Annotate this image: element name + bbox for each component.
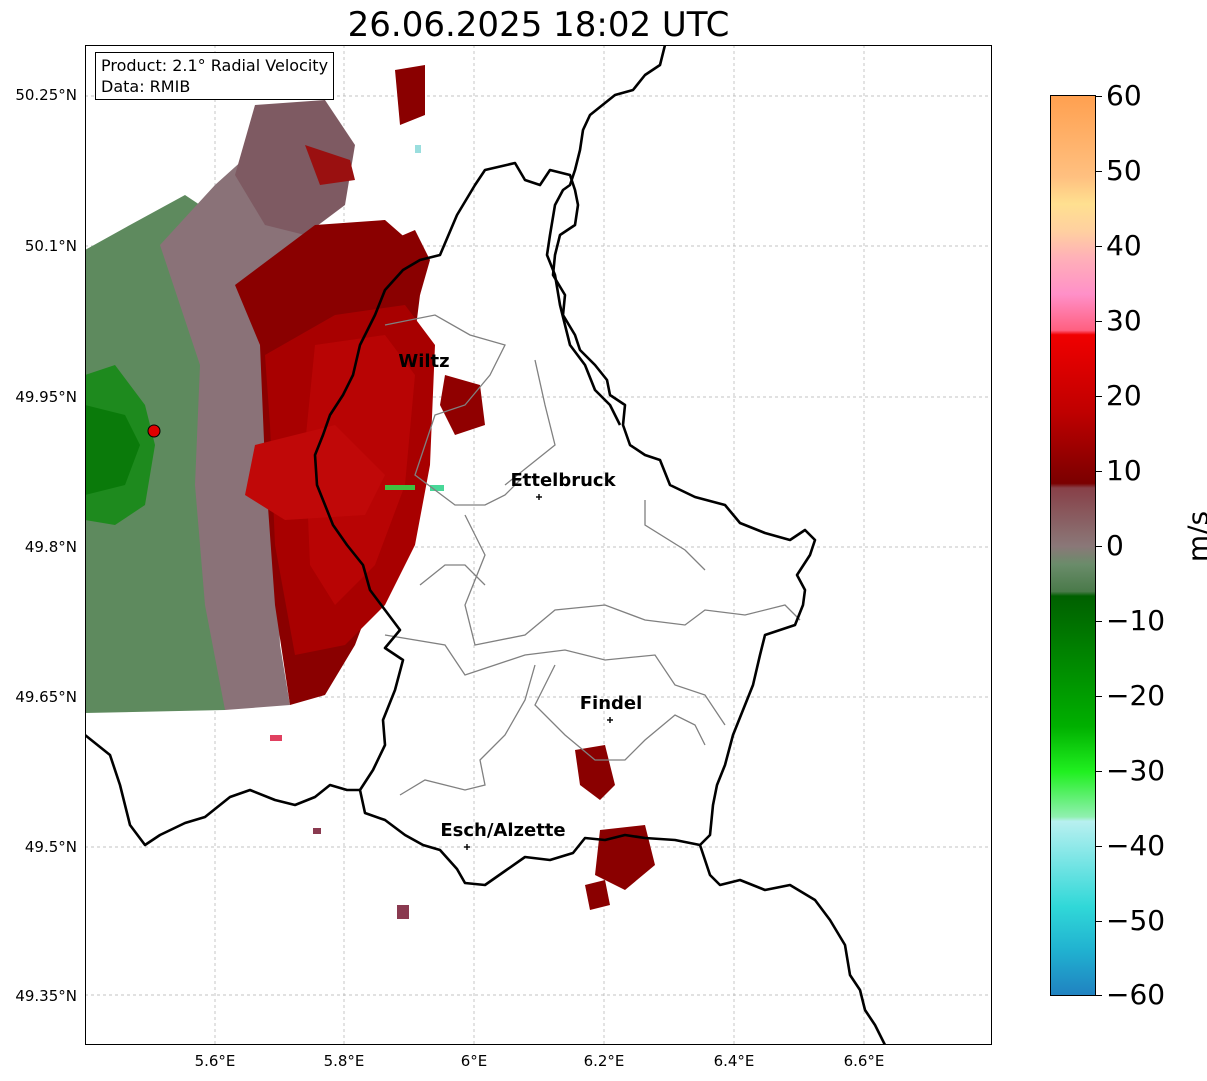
lon-label: 5.8°E <box>323 1052 365 1070</box>
lat-label: 49.35°N <box>15 987 77 1005</box>
colorbar <box>1050 95 1096 996</box>
colorbar-unit-label: m/s <box>1181 510 1207 563</box>
colorbar-tick-label: 20 <box>1106 379 1142 412</box>
lat-label: 49.65°N <box>15 688 77 706</box>
lat-label: 49.95°N <box>15 388 77 406</box>
colorbar-tick <box>1096 96 1102 97</box>
colorbar-tick-label: −50 <box>1106 904 1166 937</box>
radar-map[interactable] <box>85 45 992 1045</box>
map-title: 26.06.2025 18:02 UTC <box>347 5 730 45</box>
colorbar-tick-label: 40 <box>1106 229 1142 262</box>
city-label-ettelbruck: Ettelbruck <box>510 470 616 491</box>
colorbar-tick-label: −10 <box>1106 604 1166 637</box>
colorbar-tick <box>1096 621 1102 622</box>
colorbar-tick <box>1096 846 1102 847</box>
colorbar-tick-label: 60 <box>1106 79 1142 112</box>
colorbar-tick-label: 10 <box>1106 454 1142 487</box>
info-data-source: Data: RMIB <box>101 77 191 96</box>
colorbar-tick <box>1096 921 1102 922</box>
info-product: Product: 2.1° Radial Velocity <box>101 56 329 75</box>
colorbar-tick <box>1096 246 1102 247</box>
city-label-findel: Findel <box>579 693 643 714</box>
colorbar-tick <box>1096 171 1102 172</box>
lon-label: 6.2°E <box>583 1052 625 1070</box>
info-box: Product: 2.1° Radial Velocity Data: RMIB <box>95 52 335 100</box>
radar-echoes <box>85 65 655 919</box>
colorbar-tick <box>1096 771 1102 772</box>
colorbar-tick <box>1096 471 1102 472</box>
city-label-wiltz: Wiltz <box>398 351 450 372</box>
lon-label: 6.4°E <box>713 1052 755 1070</box>
colorbar-tick-label: −60 <box>1106 978 1166 1011</box>
colorbar-tick <box>1096 696 1102 697</box>
colorbar-tick-label: 0 <box>1106 529 1124 562</box>
colorbar-tick-label: −30 <box>1106 754 1166 787</box>
radar-site-marker <box>147 424 161 438</box>
city-markers <box>464 494 613 850</box>
colorbar-tick-label: 30 <box>1106 304 1142 337</box>
lat-label: 49.5°N <box>24 838 77 856</box>
colorbar-tick <box>1096 321 1102 322</box>
colorbar-tick <box>1096 995 1102 996</box>
lon-label: 6.6°E <box>843 1052 885 1070</box>
colorbar-tick <box>1096 396 1102 397</box>
colorbar-tick <box>1096 546 1102 547</box>
lat-label: 50.25°N <box>15 86 77 104</box>
radar-map-canvas <box>85 45 992 1045</box>
canton-boundaries <box>384 314 801 796</box>
colorbar-tick-label: 50 <box>1106 154 1142 187</box>
lat-label: 50.1°N <box>24 237 77 255</box>
country-borders <box>85 45 887 1045</box>
lon-label: 5.6°E <box>194 1052 236 1070</box>
colorbar-gradient <box>1051 96 1095 995</box>
colorbar-tick-label: −20 <box>1106 679 1166 712</box>
city-label-esch: Esch/Alzette <box>440 820 566 841</box>
colorbar-tick-label: −40 <box>1106 829 1166 862</box>
lat-label: 49.8°N <box>24 538 77 556</box>
lon-label: 6°E <box>460 1052 488 1070</box>
